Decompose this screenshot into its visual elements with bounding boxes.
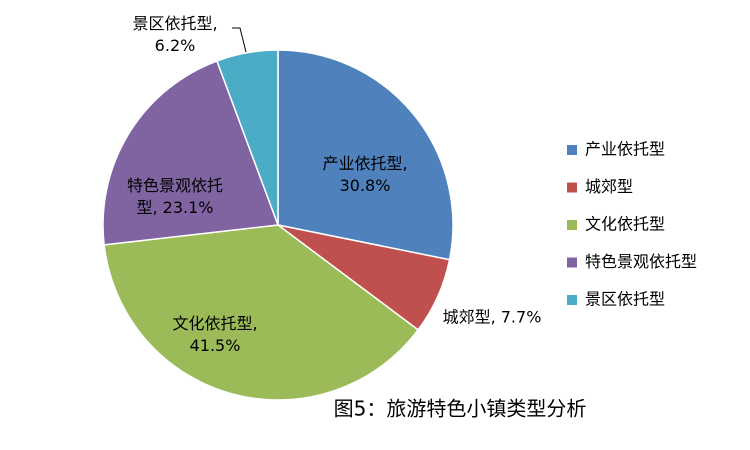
pie-slice bbox=[277, 49, 454, 261]
legend-swatch bbox=[567, 220, 577, 230]
data-label: 产业依托型, 30.8% bbox=[322, 154, 407, 195]
legend-swatch bbox=[567, 182, 577, 193]
data-label: 特色景观依托型, 23.1% bbox=[127, 176, 223, 217]
legend-label: 景区依托型 bbox=[585, 290, 665, 309]
legend-swatch bbox=[567, 257, 577, 268]
data-label: 城郊型, 7.7% bbox=[443, 308, 542, 327]
legend-swatch bbox=[567, 295, 577, 305]
legend-label: 产业依托型 bbox=[585, 140, 665, 159]
legend-label: 城郊型 bbox=[585, 177, 633, 196]
data-label: 景区依托型, 6.2% bbox=[132, 14, 217, 55]
chart-title: 图5：旅游特色小镇类型分析 bbox=[334, 397, 587, 421]
pie-slice bbox=[103, 224, 420, 401]
data-label: 文化依托型, 41.5% bbox=[172, 314, 257, 355]
pie-slice bbox=[215, 49, 279, 226]
leader-line bbox=[232, 27, 247, 53]
legend-label: 文化依托型 bbox=[585, 215, 665, 234]
pie-slice bbox=[102, 60, 280, 246]
legend-label: 特色景观依托型 bbox=[585, 252, 697, 271]
legend-swatch bbox=[567, 145, 577, 155]
